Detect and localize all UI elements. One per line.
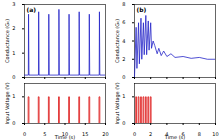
svg-text:0: 0 — [133, 131, 136, 137]
svg-text:3: 3 — [12, 1, 15, 7]
svg-text:2: 2 — [122, 56, 125, 62]
svg-text:1: 1 — [122, 93, 125, 99]
svg-text:(b): (b) — [137, 6, 147, 13]
svg-text:10: 10 — [212, 131, 218, 137]
svg-text:1: 1 — [12, 93, 15, 99]
svg-text:Conductance (G₀): Conductance (G₀) — [4, 19, 10, 63]
svg-text:1: 1 — [12, 50, 15, 56]
svg-text:Input Voltage (V): Input Voltage (V) — [4, 82, 11, 124]
svg-text:5: 5 — [43, 131, 46, 137]
svg-text:(a): (a) — [27, 6, 37, 13]
svg-text:6: 6 — [122, 19, 125, 25]
svg-text:Time (s): Time (s) — [164, 134, 185, 140]
svg-text:2: 2 — [149, 131, 152, 137]
svg-text:8: 8 — [122, 1, 125, 7]
svg-text:Input Voltage (V): Input Voltage (V) — [114, 82, 121, 124]
svg-text:2: 2 — [12, 25, 15, 31]
svg-text:0: 0 — [23, 131, 26, 137]
svg-text:Time (s): Time (s) — [54, 134, 75, 140]
svg-text:Conductance (G₀): Conductance (G₀) — [114, 19, 120, 63]
svg-text:4: 4 — [122, 38, 125, 44]
svg-text:0: 0 — [122, 120, 125, 126]
svg-text:20: 20 — [102, 131, 108, 137]
svg-text:0: 0 — [12, 120, 15, 126]
svg-text:8: 8 — [198, 131, 201, 137]
svg-text:15: 15 — [82, 131, 88, 137]
